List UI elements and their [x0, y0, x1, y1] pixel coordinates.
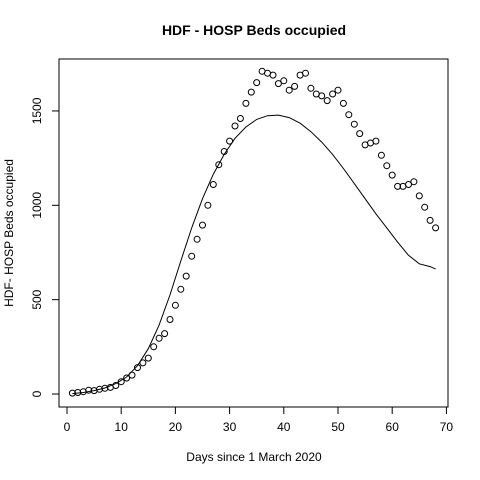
x-tick-label: 10 [115, 420, 129, 434]
data-point [372, 137, 380, 145]
data-point [123, 374, 131, 382]
data-point [177, 285, 185, 293]
data-point [280, 77, 288, 85]
data-point [155, 334, 163, 342]
data-point [426, 216, 434, 224]
data-point [242, 99, 250, 107]
data-point [85, 386, 93, 394]
data-point [274, 80, 282, 88]
data-point [215, 161, 223, 169]
data-point [150, 343, 158, 351]
plot-box [58, 58, 449, 408]
data-point [356, 130, 364, 138]
y-tick-label: 500 [30, 289, 44, 309]
x-tick-label: 60 [386, 420, 400, 434]
data-point [291, 82, 299, 90]
data-point [388, 171, 396, 179]
y-axis-label: HDF- HOSP Beds occupied [2, 159, 16, 307]
data-point [285, 86, 293, 94]
data-point [161, 330, 169, 338]
x-tick-label: 50 [331, 420, 345, 434]
data-marks [68, 67, 440, 397]
data-point [171, 301, 179, 309]
fitted-curve [72, 114, 436, 395]
data-point [383, 162, 391, 170]
data-point [204, 201, 212, 209]
data-point [339, 99, 347, 107]
x-tick-label: 0 [64, 420, 71, 434]
data-point [432, 224, 440, 232]
data-point [144, 354, 152, 362]
data-point [410, 178, 418, 186]
data-point [269, 71, 277, 79]
data-point [318, 92, 326, 100]
y-tick-label: 0 [30, 390, 44, 397]
y-tick-label: 1000 [30, 192, 44, 219]
data-point [193, 235, 201, 243]
x-axis-label: Days since 1 March 2020 [186, 450, 322, 464]
x-tick-label: 30 [223, 420, 237, 434]
data-point [415, 192, 423, 200]
data-point [329, 90, 337, 98]
data-point [209, 181, 217, 188]
data-point [112, 382, 120, 389]
data-point [188, 252, 196, 260]
data-point [247, 88, 255, 96]
chart-title: HDF - HOSP Beds occupied [162, 22, 346, 38]
data-point [139, 359, 147, 367]
y-tick-label: 1500 [30, 97, 44, 124]
data-point [231, 122, 239, 130]
x-tick-label: 20 [169, 420, 183, 434]
data-point [302, 69, 309, 77]
data-point [253, 79, 261, 87]
data-point [421, 203, 429, 211]
x-axis: 0 10 20 30 40 50 60 70 [64, 406, 454, 434]
data-point [394, 182, 402, 190]
data-point [236, 115, 244, 122]
x-tick-label: 40 [277, 420, 291, 434]
data-point [323, 97, 331, 105]
data-point [334, 86, 342, 94]
data-point [350, 120, 358, 128]
data-point [134, 364, 141, 372]
data-point [405, 181, 412, 188]
data-point [199, 221, 206, 229]
data-point [345, 111, 353, 119]
x-tick-label: 70 [440, 420, 454, 434]
data-point [166, 316, 174, 323]
y-axis: 0 500 1000 1500 [30, 97, 60, 397]
data-point [182, 272, 190, 280]
data-point [377, 151, 385, 159]
data-point [307, 84, 315, 92]
